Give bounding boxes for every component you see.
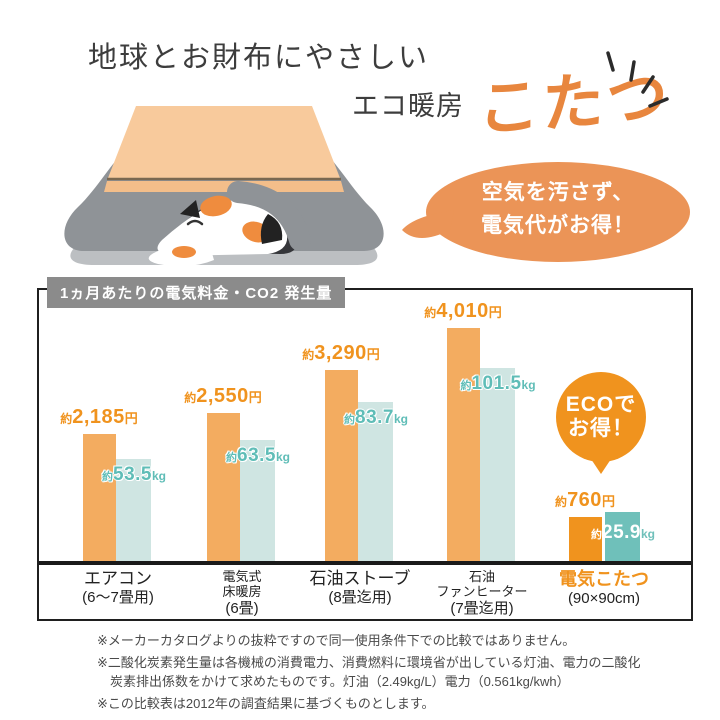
eco-badge-line-1: ECOで: [565, 392, 637, 416]
price-label: 約4,010円: [424, 300, 502, 322]
chart-title-chip: 1ヵ月あたりの電気料金・CO2 発生量: [47, 277, 346, 308]
eco-badge-line-2: お得！: [568, 417, 634, 440]
speech-bubble-text: 空気を汚さず、 電気代がお得！: [430, 176, 686, 241]
price-label: 約760円: [555, 489, 615, 511]
co2-label: 約63.5kg: [226, 445, 290, 466]
price-bar: [447, 328, 480, 561]
footnote: ※この比較表は2012年の調査結果に基づくものとします。: [97, 695, 435, 711]
category-label: 電気式 床暖房 (6畳): [222, 569, 262, 617]
price-label: 約2,185円: [60, 406, 138, 428]
footnote: ※メーカーカタログよりの抜粋ですので同一使用条件下での比較ではありません。: [97, 633, 576, 648]
price-label: 約3,290円: [302, 342, 380, 364]
co2-label: 約83.7kg: [344, 407, 408, 428]
category-label: 石油ストーブ (8畳迄用): [309, 569, 411, 607]
price-bar: [207, 413, 240, 561]
page-title: 地球とお財布にやさしい: [88, 40, 430, 74]
category-label: 石油 ファンヒーター (7畳迄用): [436, 569, 528, 617]
bubble-line-1: 空気を汚さず、: [481, 179, 635, 204]
category-label: エアコン (6〜7畳用): [82, 569, 154, 607]
price-label: 約2,550円: [184, 385, 262, 407]
price-bar: [83, 434, 116, 561]
co2-label: 約101.5kg: [460, 373, 536, 394]
speech-bubble: [402, 162, 690, 262]
emphasis-strokes-icon: [606, 51, 669, 108]
bubble-line-2: 電気代がお得！: [481, 211, 635, 237]
footnote: ※二酸化炭素発生量は各機械の消費電力、消費燃料に環境省が出している灯油、電力の二…: [97, 654, 641, 689]
co2-bar: [480, 368, 515, 561]
category-labels-row: エアコン (6〜7畳用) 電気式 床暖房 (6畳) 石油ストーブ (8畳迄用) 石油 ファンヒー…: [39, 569, 691, 619]
footnotes: ※メーカーカタログよりの抜粋ですので同一使用条件下での比較ではありません。 ※二…: [97, 629, 645, 716]
co2-label: 約25.9kg: [591, 522, 655, 543]
price-bar: [325, 370, 358, 561]
price-bar: [569, 517, 602, 561]
co2-bar: [240, 440, 275, 561]
co2-bar: [605, 512, 640, 561]
category-label: 電気こたつ (90×90cm): [559, 569, 649, 608]
chart-plot-area: エアコン (6〜7畳用) 電気式 床暖房 (6畳) 石油ストーブ (8畳迄用) 石油 ファンヒー…: [39, 290, 691, 619]
co2-label: 約53.5kg: [102, 464, 166, 485]
co2-bar: [358, 402, 393, 561]
eco-badge: ECOで お得！: [556, 372, 646, 462]
subtitle-prefix: エコ暖房: [352, 91, 464, 122]
kotatsu-with-cat-illustration: [64, 106, 384, 267]
x-axis-baseline: [39, 561, 691, 565]
co2-bar: [116, 459, 151, 561]
